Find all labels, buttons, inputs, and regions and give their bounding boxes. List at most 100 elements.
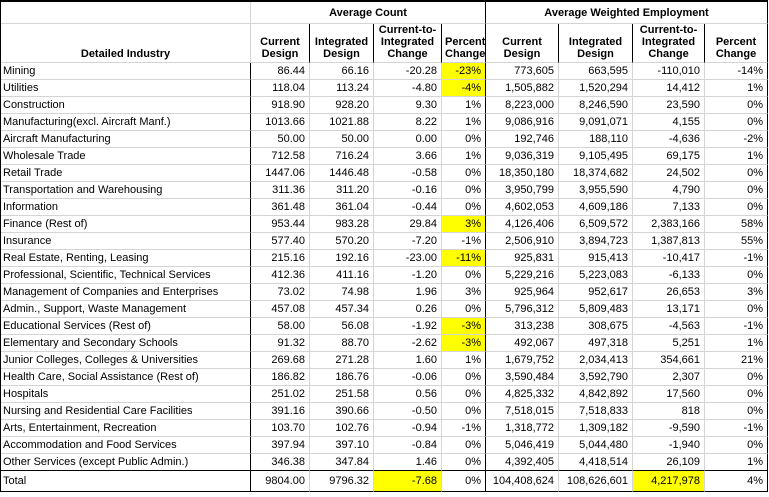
value-cell[interactable]: 4,825,332 — [486, 386, 560, 403]
value-cell[interactable]: -20.28 — [374, 63, 442, 80]
value-cell[interactable]: 2,506,910 — [486, 233, 560, 250]
value-cell[interactable]: 118.04 — [251, 80, 310, 97]
value-cell[interactable]: 492,067 — [486, 335, 560, 352]
highlighted-value-cell[interactable]: 4,217,978 — [633, 471, 706, 492]
value-cell[interactable]: 9,105,495 — [559, 148, 634, 165]
value-cell[interactable]: 9.30 — [374, 97, 442, 114]
value-cell[interactable]: -1% — [705, 420, 769, 437]
value-cell[interactable]: 5,809,483 — [559, 301, 634, 318]
value-cell[interactable]: 24,502 — [633, 165, 706, 182]
value-cell[interactable]: 0% — [705, 369, 769, 386]
value-cell[interactable]: 391.16 — [251, 403, 310, 420]
value-cell[interactable]: 55% — [705, 233, 769, 250]
value-cell[interactable]: 0% — [442, 437, 487, 454]
value-cell[interactable]: 103.70 — [251, 420, 310, 437]
value-cell[interactable]: 4% — [705, 471, 769, 492]
col-header-count-change[interactable]: Current-to-Integrated Change — [374, 24, 442, 63]
value-cell[interactable]: 0% — [442, 454, 487, 471]
value-cell[interactable]: 9804.00 — [251, 471, 310, 492]
value-cell[interactable]: 577.40 — [251, 233, 310, 250]
value-cell[interactable]: 23,590 — [633, 97, 706, 114]
industry-name-cell[interactable]: Nursing and Residential Care Facilities — [1, 403, 251, 420]
value-cell[interactable]: 0% — [442, 182, 487, 199]
value-cell[interactable]: -1% — [442, 233, 487, 250]
value-cell[interactable]: 570.20 — [310, 233, 374, 250]
highlighted-value-cell[interactable]: -4% — [442, 80, 487, 97]
value-cell[interactable]: 186.76 — [310, 369, 374, 386]
value-cell[interactable]: -1% — [442, 420, 487, 437]
value-cell[interactable]: 983.28 — [310, 216, 374, 233]
industry-name-cell[interactable]: Information — [1, 199, 251, 216]
value-cell[interactable]: 18,374,682 — [559, 165, 634, 182]
value-cell[interactable]: 0% — [442, 369, 487, 386]
value-cell[interactable]: 918.90 — [251, 97, 310, 114]
value-cell[interactable]: -2% — [705, 131, 769, 148]
industry-name-cell[interactable]: Health Care, Social Assistance (Rest of) — [1, 369, 251, 386]
value-cell[interactable]: 3,590,484 — [486, 369, 560, 386]
value-cell[interactable]: 4,155 — [633, 114, 706, 131]
col-header-emp-percent-change[interactable]: Percent Change — [705, 24, 769, 63]
value-cell[interactable]: 9796.32 — [310, 471, 374, 492]
value-cell[interactable]: 5,229,216 — [486, 267, 560, 284]
value-cell[interactable]: 1013.66 — [251, 114, 310, 131]
value-cell[interactable]: 712.58 — [251, 148, 310, 165]
value-cell[interactable]: 390.66 — [310, 403, 374, 420]
highlighted-value-cell[interactable]: -23% — [442, 63, 487, 80]
value-cell[interactable]: 1446.48 — [310, 165, 374, 182]
value-cell[interactable]: 14,412 — [633, 80, 706, 97]
value-cell[interactable]: -7.20 — [374, 233, 442, 250]
value-cell[interactable]: 0% — [442, 199, 487, 216]
value-cell[interactable]: 1.46 — [374, 454, 442, 471]
group-header-spacer[interactable] — [1, 2, 251, 24]
highlighted-value-cell[interactable]: -3% — [442, 335, 487, 352]
value-cell[interactable]: 8.22 — [374, 114, 442, 131]
group-header-average-count[interactable]: Average Count — [251, 2, 487, 24]
value-cell[interactable]: -4.80 — [374, 80, 442, 97]
value-cell[interactable]: 4,602,053 — [486, 199, 560, 216]
value-cell[interactable]: -0.50 — [374, 403, 442, 420]
value-cell[interactable]: 412.36 — [251, 267, 310, 284]
value-cell[interactable]: -1% — [705, 318, 769, 335]
value-cell[interactable]: 0% — [705, 267, 769, 284]
industry-name-cell[interactable]: Construction — [1, 97, 251, 114]
value-cell[interactable]: -0.58 — [374, 165, 442, 182]
industry-name-cell[interactable]: Hospitals — [1, 386, 251, 403]
value-cell[interactable]: 9,091,071 — [559, 114, 634, 131]
value-cell[interactable]: 74.98 — [310, 284, 374, 301]
value-cell[interactable]: 58.00 — [251, 318, 310, 335]
value-cell[interactable]: 29.84 — [374, 216, 442, 233]
value-cell[interactable]: 925,831 — [486, 250, 560, 267]
value-cell[interactable]: 26,653 — [633, 284, 706, 301]
value-cell[interactable]: 1.96 — [374, 284, 442, 301]
value-cell[interactable]: 0% — [705, 165, 769, 182]
value-cell[interactable]: 69,175 — [633, 148, 706, 165]
value-cell[interactable]: 4,790 — [633, 182, 706, 199]
value-cell[interactable]: -1% — [705, 250, 769, 267]
value-cell[interactable]: 818 — [633, 403, 706, 420]
value-cell[interactable]: 5,251 — [633, 335, 706, 352]
value-cell[interactable]: -23.00 — [374, 250, 442, 267]
value-cell[interactable]: 186.82 — [251, 369, 310, 386]
value-cell[interactable]: -10,417 — [633, 250, 706, 267]
value-cell[interactable]: 0% — [442, 471, 487, 492]
value-cell[interactable]: -1.92 — [374, 318, 442, 335]
value-cell[interactable]: 0% — [705, 114, 769, 131]
value-cell[interactable]: 4,126,406 — [486, 216, 560, 233]
value-cell[interactable]: 9,086,916 — [486, 114, 560, 131]
value-cell[interactable]: -0.06 — [374, 369, 442, 386]
value-cell[interactable]: 3,592,790 — [559, 369, 634, 386]
value-cell[interactable]: 3,894,723 — [559, 233, 634, 250]
industry-name-cell[interactable]: Aircraft Manufacturing — [1, 131, 251, 148]
value-cell[interactable]: 1% — [442, 114, 487, 131]
value-cell[interactable]: -14% — [705, 63, 769, 80]
value-cell[interactable]: 66.16 — [310, 63, 374, 80]
value-cell[interactable]: 58% — [705, 216, 769, 233]
value-cell[interactable]: 411.16 — [310, 267, 374, 284]
value-cell[interactable]: 0% — [705, 403, 769, 420]
value-cell[interactable]: 308,675 — [559, 318, 634, 335]
value-cell[interactable]: 1.60 — [374, 352, 442, 369]
value-cell[interactable]: 7,133 — [633, 199, 706, 216]
value-cell[interactable]: 104,408,624 — [486, 471, 560, 492]
col-header-count-integrated-design[interactable]: Integrated Design — [310, 24, 374, 63]
value-cell[interactable]: 1447.06 — [251, 165, 310, 182]
